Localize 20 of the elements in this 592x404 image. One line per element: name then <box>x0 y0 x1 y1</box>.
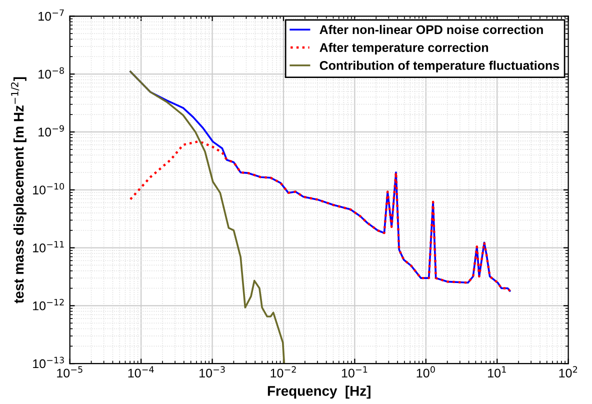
y-axis-title: test mass displacement [m Hz$^{−1/2}$] <box>11 77 26 304</box>
y-tick-label: 10$^{−11}$ <box>33 241 64 252</box>
legend-label: After temperature correction <box>320 42 488 54</box>
y-tick-label: 10$^{−10}$ <box>33 183 64 194</box>
y-tick-label: 10$^{−12}$ <box>33 298 64 310</box>
x-tick-label: 10$^{0}$ <box>416 366 435 378</box>
x-axis-title: Frequency [Hz] <box>268 386 370 399</box>
legend-label: After non-linear OPD noise correction <box>320 24 543 34</box>
legend-label: Contribution of temperature fluctuations <box>320 60 560 72</box>
x-tick-label: 10$^{−4}$ <box>128 366 154 378</box>
x-tick-label: 10$^{1}$ <box>488 366 506 378</box>
x-tick-label: 10$^{−1}$ <box>342 366 368 378</box>
x-tick-label: 10$^{2}$ <box>559 366 578 378</box>
x-tick-label: 10$^{−2}$ <box>270 366 296 378</box>
y-tick-label: 10$^{−9}$ <box>38 125 64 137</box>
y-tick-label: 10$^{−8}$ <box>38 67 64 79</box>
x-tick-label: 10$^{−3}$ <box>200 366 225 378</box>
y-tick-label: 10$^{−13}$ <box>33 356 64 368</box>
x-tick-label: 10$^{−5}$ <box>57 366 82 378</box>
y-tick-label: 10$^{−7}$ <box>38 9 64 21</box>
